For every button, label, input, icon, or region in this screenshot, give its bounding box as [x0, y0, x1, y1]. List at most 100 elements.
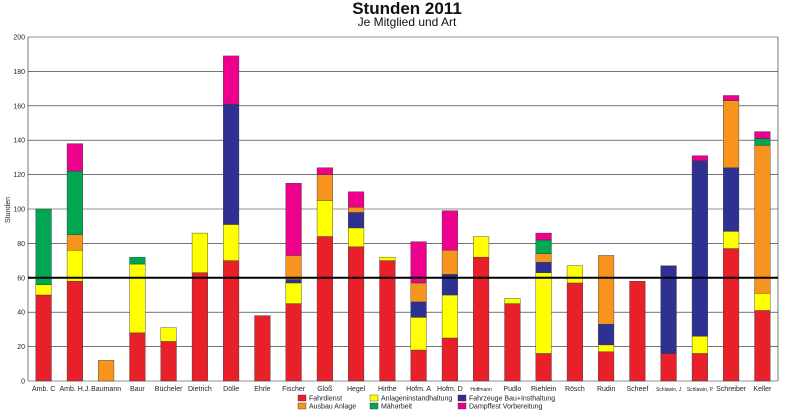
x-tick-label: Riehlein	[531, 386, 556, 393]
chart-title: Stunden 2011	[352, 0, 462, 18]
bar-segment	[691, 336, 708, 354]
x-tick-label: Hoffmann	[470, 387, 492, 393]
bar-segment	[754, 293, 771, 311]
bar-segment	[129, 263, 146, 334]
legend-swatch	[369, 402, 379, 410]
legend-label: Dampffest Vorbereitung	[469, 404, 543, 411]
y-tick-label: 160	[13, 103, 25, 110]
bar-segment	[598, 324, 615, 346]
x-tick-label: Schreiber	[716, 386, 747, 393]
bar-segment	[129, 256, 146, 265]
x-tick-label: Hofm. D	[437, 386, 463, 393]
bar-segment	[691, 160, 708, 337]
x-tick-label: Hegel	[347, 386, 366, 393]
bar-segment	[285, 255, 302, 280]
bar-segment	[410, 301, 427, 318]
bar-segment	[191, 232, 208, 273]
y-tick-label: 140	[13, 138, 25, 145]
bar-segment	[691, 155, 708, 162]
x-tick-label: Rösch	[565, 386, 585, 393]
legend: Fahrdienst Anlageninstandhaltung Fahrzeuge…	[297, 394, 555, 411]
bar-segment	[629, 281, 646, 382]
bars	[35, 55, 771, 382]
x-tick-label: Keller	[753, 386, 772, 393]
x-tick-label: Ehrle	[254, 386, 270, 393]
bar-segment	[410, 241, 427, 284]
bar-segment	[441, 337, 458, 382]
legend-label: Fahrzeuge Bau+Insthaltung	[469, 396, 555, 403]
bar-segment	[348, 191, 365, 208]
bar-segment	[535, 253, 552, 263]
bar-segment	[691, 353, 708, 382]
x-tick-label: Hirthe	[378, 386, 397, 393]
legend-label: Anlageninstandhaltung	[381, 396, 452, 403]
bar-segment	[754, 310, 771, 382]
bar-segment	[35, 208, 52, 285]
y-tick-label: 0	[21, 379, 25, 386]
bar-segment	[223, 224, 240, 261]
bar-segment	[98, 360, 115, 382]
bar-segment	[535, 353, 552, 382]
legend-swatch	[457, 402, 467, 410]
bar-segment	[316, 174, 333, 201]
bar-segment	[316, 167, 333, 175]
bar-segment	[285, 282, 302, 304]
y-tick-label: 40	[17, 310, 25, 317]
bar-segment	[410, 349, 427, 382]
bar-segment	[754, 131, 771, 139]
x-tick-label: Gloß	[317, 386, 332, 393]
bar-segment	[660, 353, 677, 382]
bar-segment	[441, 210, 458, 251]
y-tick-label: 180	[13, 69, 25, 76]
x-tick-label: Dölle	[223, 386, 239, 393]
bar-segment	[223, 103, 240, 225]
x-tick-label: Hofm. A	[406, 386, 431, 393]
legend-swatch	[457, 394, 467, 402]
y-tick-label: 120	[13, 172, 25, 179]
bar-segment	[566, 265, 583, 284]
y-tick-label: 60	[17, 275, 25, 282]
bar-segment	[535, 232, 552, 241]
x-tick-label: Amb. C	[32, 386, 55, 393]
bar-segment	[254, 315, 271, 382]
bar-segment	[504, 303, 521, 382]
bar-segment	[66, 170, 83, 236]
bar-segment	[410, 317, 427, 351]
bar-segment	[723, 167, 740, 232]
x-tick-label: Rudin	[597, 386, 615, 393]
bar-segment	[285, 182, 302, 256]
bar-segment	[754, 145, 771, 294]
bar-segment	[285, 303, 302, 382]
bar-segment	[223, 55, 240, 105]
y-tick-label: 20	[17, 344, 25, 351]
bar-segment	[348, 246, 365, 382]
bar-segment	[473, 236, 490, 258]
x-tick-label: Dietrich	[188, 386, 212, 393]
bar-segment	[473, 256, 490, 382]
bar-segment	[660, 265, 677, 354]
bar-segment	[160, 341, 177, 382]
bar-segment	[535, 272, 552, 354]
y-tick-label: 80	[17, 241, 25, 248]
bar-segment	[348, 207, 365, 213]
x-tick-label: Scheef	[626, 386, 648, 393]
bar-segment	[598, 351, 615, 382]
bar-segment	[348, 212, 365, 229]
bar-segment	[66, 143, 83, 172]
bar-segment	[129, 332, 146, 382]
chart-subtitle: Je Mitglied und Art	[358, 15, 457, 29]
y-tick-labels: 0 20 40 60 80 100 120 140 160 180 200	[13, 35, 25, 386]
bar-segment	[535, 262, 552, 273]
x-tick-label: Schlawin, J	[656, 387, 682, 393]
bar-segment	[285, 279, 302, 284]
legend-swatch	[297, 402, 307, 410]
bar-segment	[504, 298, 521, 304]
legend-swatch	[369, 394, 379, 402]
x-tick-labels: Amb. C Amb. H.J. Baumann Baur Bücheler Dietri…	[32, 386, 772, 393]
bar-segment	[35, 284, 52, 296]
bar-segment	[160, 327, 177, 342]
bar-segment	[441, 294, 458, 339]
bar-segment	[379, 256, 396, 261]
bar-segment	[316, 200, 333, 237]
